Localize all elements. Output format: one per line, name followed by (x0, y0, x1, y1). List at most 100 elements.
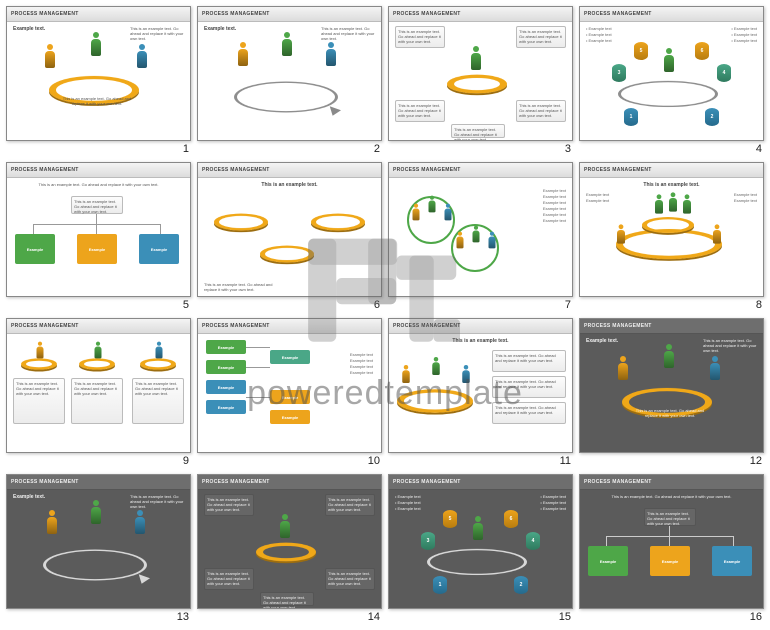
textbox: This is an example text. Go ahead and re… (516, 100, 566, 122)
caption: This is an example text. Go ahead and re… (634, 408, 706, 418)
slide-7: PROCESS MANAGEMENT Example textExample t… (388, 162, 573, 297)
person (618, 356, 628, 380)
slide-header: PROCESS MANAGEMENT (389, 475, 572, 490)
slide-cell[interactable]: PROCESS MANAGEMENT This is an example te… (197, 474, 382, 624)
slide-header: PROCESS MANAGEMENT (198, 475, 381, 490)
connector (246, 367, 270, 368)
slide-10: PROCESS MANAGEMENT Example Example Examp… (197, 318, 382, 453)
slide-15: PROCESS MANAGEMENT 1 2 3 4 5 6 • Example… (388, 474, 573, 609)
slide-cell[interactable]: PROCESS MANAGEMENT Example textExample t… (388, 162, 573, 312)
textbox: This is an example text. Go ahead and re… (325, 568, 375, 590)
textbox: This is an example text. Go ahead and re… (204, 568, 254, 590)
cylinder: 1 (433, 576, 447, 594)
slide-header: PROCESS MANAGEMENT (580, 319, 763, 334)
connector (96, 224, 97, 234)
person (683, 194, 691, 213)
slide-number: 15 (388, 609, 573, 624)
slide-number: 7 (388, 297, 573, 312)
box: Example (270, 350, 310, 364)
slide-number: 14 (197, 609, 382, 624)
slide-header: PROCESS MANAGEMENT (198, 319, 381, 334)
slide-number: 10 (197, 453, 382, 468)
person (617, 224, 625, 243)
org-box: Example (15, 234, 55, 264)
slide-header: PROCESS MANAGEMENT (580, 163, 763, 178)
caption: This is an example text. Go ahead and re… (602, 494, 742, 499)
slide-header: PROCESS MANAGEMENT (7, 475, 190, 490)
slide-12: PROCESS MANAGEMENT Example text. This is… (579, 318, 764, 453)
slide-2: PROCESS MANAGEMENT Example text. This is… (197, 6, 382, 141)
cylinder: 3 (612, 64, 626, 82)
slide-6: PROCESS MANAGEMENT This is an example te… (197, 162, 382, 297)
ring (447, 75, 507, 94)
ring-inner (642, 217, 694, 233)
ring (256, 543, 316, 562)
person (156, 342, 163, 359)
person (489, 232, 496, 249)
textbox: This is an example text. Go ahead and re… (492, 350, 566, 372)
slide-header: PROCESS MANAGEMENT (198, 7, 381, 22)
slide-cell[interactable]: PROCESS MANAGEMENT Example text. This is… (6, 6, 191, 156)
slide-cell[interactable]: PROCESS MANAGEMENT This is an example te… (197, 162, 382, 312)
slide-cell[interactable]: PROCESS MANAGEMENT This is an example te… (6, 162, 191, 312)
slide-number: 12 (579, 453, 764, 468)
cylinder: 2 (705, 108, 719, 126)
slide-number: 16 (579, 609, 764, 624)
slide-5: PROCESS MANAGEMENT This is an example te… (6, 162, 191, 297)
slide-cell[interactable]: PROCESS MANAGEMENT This is an example te… (579, 474, 764, 624)
textbox: This is an example text. Go ahead and re… (492, 376, 566, 398)
bullets: • Example text• Example text• Example te… (540, 494, 566, 512)
slide-cell[interactable]: PROCESS MANAGEMENT This is an example te… (388, 318, 573, 468)
ring-big (616, 229, 722, 259)
cylinder: 6 (695, 42, 709, 60)
slide-cell[interactable]: PROCESS MANAGEMENT This is an example te… (388, 6, 573, 156)
ring-gray (234, 82, 338, 113)
person (402, 365, 410, 383)
slide-cell[interactable]: PROCESS MANAGEMENT Example Example Examp… (197, 318, 382, 468)
slide-16: PROCESS MANAGEMENT This is an example te… (579, 474, 764, 609)
slide-cell[interactable]: PROCESS MANAGEMENT This is an example te… (6, 318, 191, 468)
slide-cell[interactable]: PROCESS MANAGEMENT Example text. This is… (6, 474, 191, 624)
cylinder: 3 (421, 532, 435, 550)
person (135, 510, 145, 534)
slide-number: 4 (579, 141, 764, 156)
arrow (136, 574, 150, 586)
slide-cell[interactable]: PROCESS MANAGEMENT 1 2 3 4 5 6 • Example… (388, 474, 573, 624)
person (473, 516, 483, 540)
example-title: Example text. (586, 338, 618, 344)
slide-cell[interactable]: PROCESS MANAGEMENT This is an example te… (579, 162, 764, 312)
slide-cell[interactable]: PROCESS MANAGEMENT Example text. This is… (579, 318, 764, 468)
slide-number: 6 (197, 297, 382, 312)
person (47, 510, 57, 534)
ring (21, 358, 57, 369)
person (713, 224, 721, 243)
box: Example (206, 400, 246, 414)
slide-13: PROCESS MANAGEMENT Example text. This is… (6, 474, 191, 609)
slide-9: PROCESS MANAGEMENT This is an example te… (6, 318, 191, 453)
slide-14: PROCESS MANAGEMENT This is an example te… (197, 474, 382, 609)
bullets: • Example text• Example text• Example te… (731, 26, 757, 44)
slide-8: PROCESS MANAGEMENT This is an example te… (579, 162, 764, 297)
person (413, 204, 420, 221)
org-box: Example (139, 234, 179, 264)
slide-number: 3 (388, 141, 573, 156)
slide-number: 9 (6, 453, 191, 468)
slide-number: 13 (6, 609, 191, 624)
org-box: Example (650, 546, 690, 576)
side-text: This is an example text. Go ahead and re… (321, 26, 375, 41)
connector (160, 224, 161, 234)
person (91, 500, 101, 524)
slide-cell[interactable]: PROCESS MANAGEMENT 1 2 3 4 5 6 • Example… (579, 6, 764, 156)
connector (669, 526, 670, 536)
side-text: This is an example text. Go ahead and re… (703, 338, 757, 353)
connector (33, 224, 161, 225)
person-orange (45, 44, 55, 68)
bullets: Example textExample textExample textExam… (543, 188, 566, 224)
side-text: This is an example text. Go ahead and re… (130, 494, 184, 509)
slide-number: 2 (197, 141, 382, 156)
slide-header: PROCESS MANAGEMENT (580, 7, 763, 22)
person-blue (326, 42, 336, 66)
slide-cell[interactable]: PROCESS MANAGEMENT Example text. This is… (197, 6, 382, 156)
cylinder: 1 (624, 108, 638, 126)
box: Example (270, 390, 310, 404)
